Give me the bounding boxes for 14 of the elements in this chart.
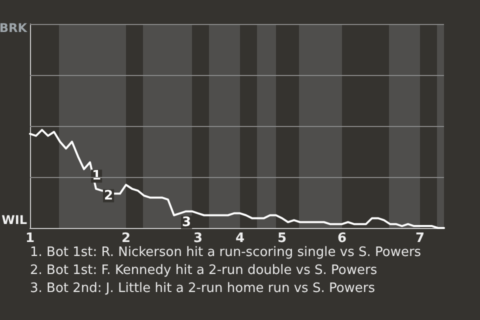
x-tick-label: 1: [25, 231, 35, 246]
x-tick-label: 2: [121, 231, 131, 246]
x-tick-label: 5: [277, 231, 287, 246]
text: 1. Bot 1st: R. Nickerson hit a run-scoring single vs S. Powers: [30, 245, 422, 260]
x-tick-label: 4: [235, 231, 245, 246]
x-tick-label: 6: [337, 231, 347, 246]
text: 2. Bot 1st: F. Kennedy hit a 2-run double vs S. Powers: [30, 263, 378, 278]
annotation: 2: [104, 188, 114, 204]
text: BRK: [0, 21, 28, 35]
text: WIL: [2, 213, 28, 227]
annotation: 3: [182, 214, 192, 230]
x-tick-label: 7: [415, 231, 425, 246]
x-tick-label: 3: [193, 231, 203, 246]
text: 3. Bot 2nd: J. Little hit a 2-run home run vs S. Powers: [30, 281, 376, 296]
